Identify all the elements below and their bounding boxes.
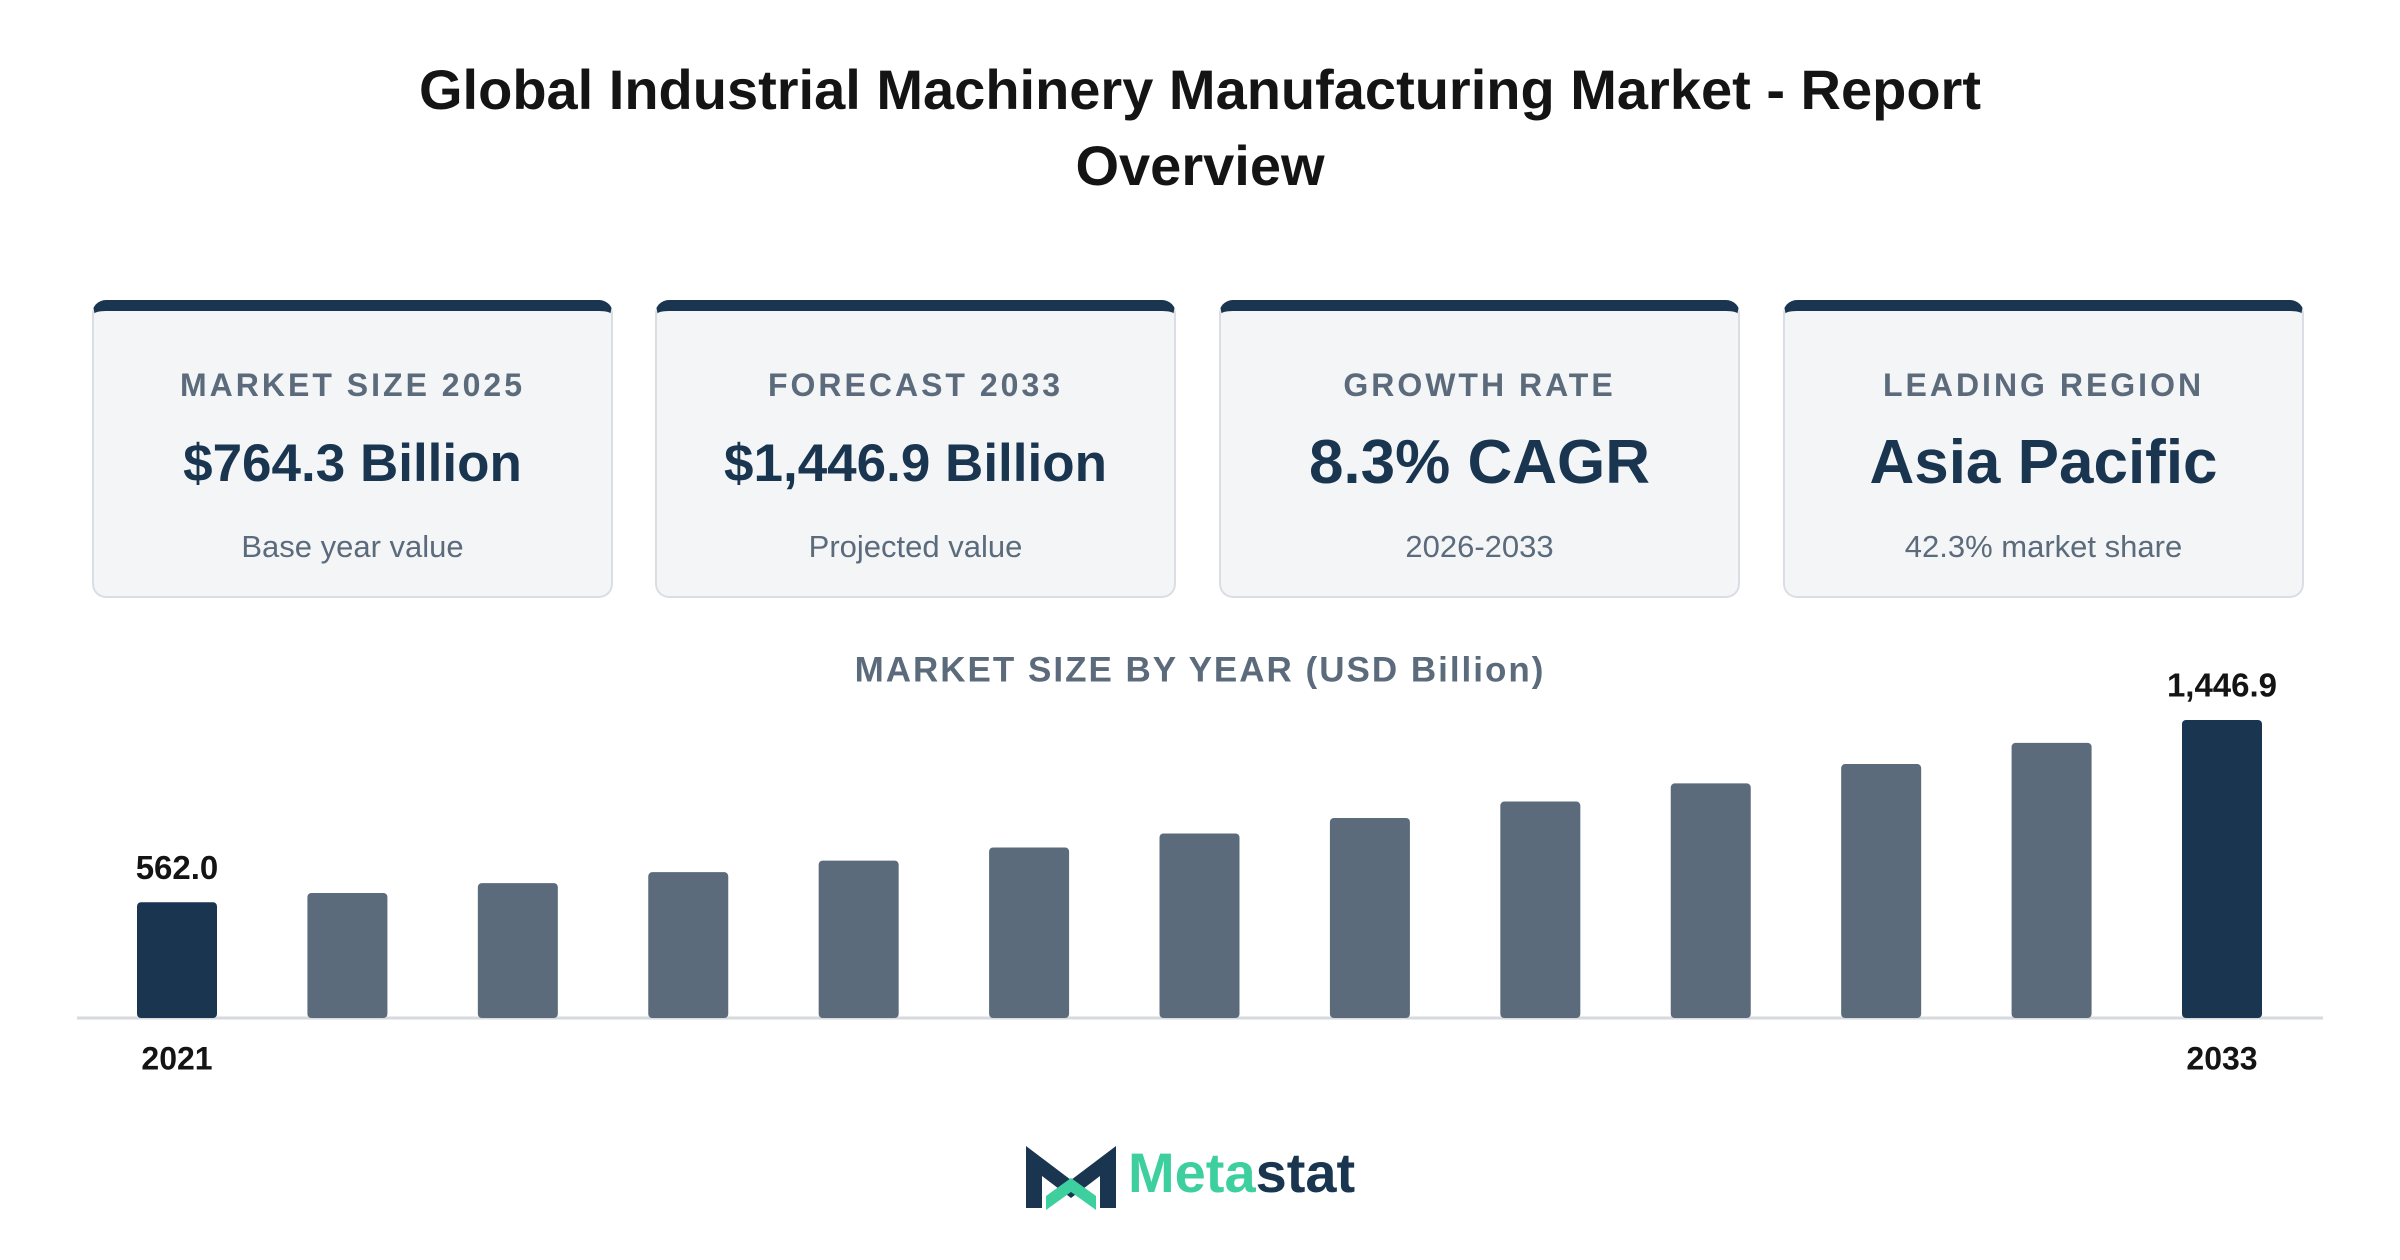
card-label: GROWTH RATE	[1343, 367, 1616, 403]
card-sub: 2026-2033	[1405, 529, 1554, 564]
card-sub: 42.3% market share	[1904, 529, 2183, 564]
bar	[2011, 742, 2092, 1018]
chart-title: MARKET SIZE BY YEAR (USD Billion)	[855, 650, 1546, 689]
bar	[1500, 801, 1581, 1018]
title: Global Industrial Machinery Manufacturin…	[419, 58, 1981, 197]
card-label: MARKET SIZE 2025	[180, 367, 525, 403]
x-tick-label: 2021	[141, 1040, 212, 1076]
card-sub: Base year value	[241, 529, 464, 564]
stat-card: FORECAST 2033 $1,446.9 Billion Projected…	[655, 300, 1176, 598]
bar	[1159, 833, 1240, 1018]
bar	[989, 847, 1070, 1018]
stat-card: MARKET SIZE 2025 $764.3 Billion Base yea…	[92, 300, 613, 598]
value-label: 562.0	[136, 849, 219, 886]
card-value: Asia Pacific	[1869, 428, 2218, 497]
bar	[307, 892, 388, 1018]
card-label: LEADING REGION	[1882, 367, 2205, 403]
card-value: $764.3 Billion	[183, 434, 522, 493]
card-sub: Projected value	[808, 529, 1023, 564]
stat-card: GROWTH RATE 8.3% CAGR 2026-2033	[1219, 300, 1740, 598]
card-value: 8.3% CAGR	[1308, 428, 1651, 497]
x-tick-label: 2033	[2186, 1040, 2257, 1076]
logo-text: Metastat	[1128, 1141, 1355, 1204]
card-label: FORECAST 2033	[767, 367, 1064, 403]
card-value: $1,446.9 Billion	[724, 434, 1107, 493]
bar	[1841, 764, 1922, 1018]
bar	[1329, 818, 1410, 1018]
bar	[1670, 783, 1751, 1018]
logo-part: Meta	[1128, 1141, 1256, 1204]
value-label: 1,446.9	[2167, 667, 2277, 704]
logo: Metastat	[1026, 1141, 1355, 1210]
logo-icon-accent	[1046, 1178, 1096, 1210]
logo-icon	[1026, 1146, 1116, 1208]
bar	[818, 860, 899, 1018]
logo-part: stat	[1256, 1141, 1356, 1204]
bar	[2182, 720, 2262, 1018]
bar	[137, 902, 217, 1018]
bar	[648, 872, 729, 1018]
bar	[477, 883, 558, 1018]
stat-card: LEADING REGION Asia Pacific 42.3% market…	[1783, 300, 2304, 598]
